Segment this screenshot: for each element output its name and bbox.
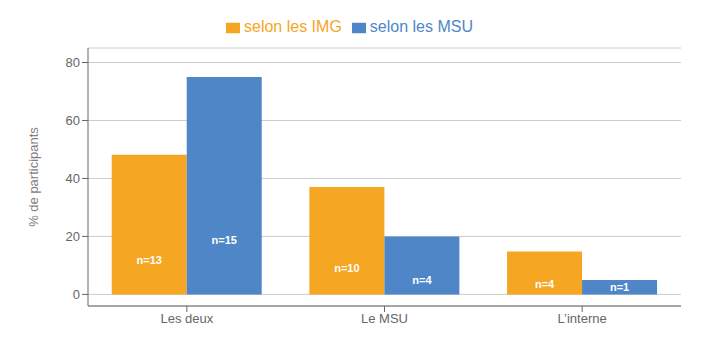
svg-text:n=4: n=4	[535, 278, 555, 290]
svg-text:% de participants: % de participants	[26, 127, 41, 227]
html-text:selon les MSU: selon les MSU	[369, 18, 473, 35]
html-text:selon les IMG: selon les IMG	[244, 18, 342, 35]
svg-text:80: 80	[66, 55, 80, 70]
svg-text:n=1: n=1	[610, 281, 629, 293]
svg-text:Le MSU: Le MSU	[361, 311, 408, 326]
svg-text:60: 60	[66, 113, 80, 128]
svg-text:n=13: n=13	[137, 254, 162, 266]
svg-text:20: 20	[66, 229, 80, 244]
svg-text:0: 0	[73, 287, 80, 302]
svg-text:Les deux: Les deux	[160, 311, 213, 326]
svg-text:n=4: n=4	[412, 274, 432, 286]
svg-text:n=10: n=10	[334, 262, 359, 274]
svg-text:n=15: n=15	[212, 234, 237, 246]
svg-text:L’interne: L’interne	[558, 311, 607, 326]
svg-text:40: 40	[66, 171, 80, 186]
